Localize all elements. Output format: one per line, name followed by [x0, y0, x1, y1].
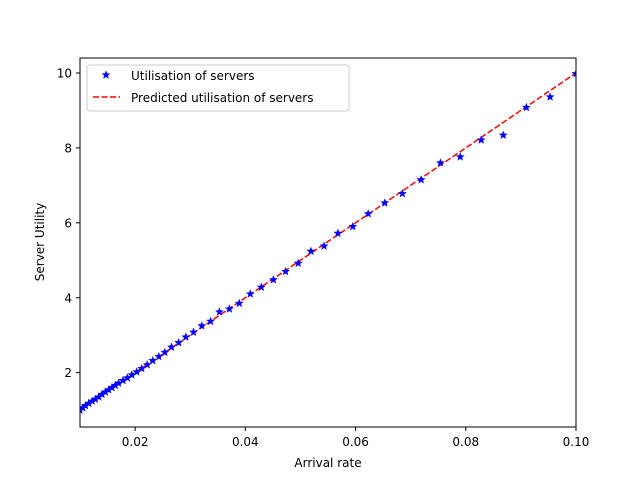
x-tick-label: 0.06: [342, 435, 369, 449]
data-point: [181, 332, 191, 341]
data-point: [154, 351, 164, 361]
x-tick-label: 0.10: [563, 435, 590, 449]
y-tick-label: 4: [64, 291, 72, 305]
data-point: [214, 307, 224, 316]
data-point: [234, 298, 244, 308]
predicted-line: [80, 72, 576, 411]
y-tick-label: 6: [64, 216, 72, 230]
data-point: [416, 174, 426, 184]
data-point: [188, 327, 199, 337]
data-point: [197, 321, 207, 330]
x-axis-label: Arrival rate: [294, 456, 361, 470]
y-tick-label: 8: [64, 141, 72, 155]
data-point: [348, 221, 358, 231]
data-point: [476, 135, 486, 144]
data-point: [166, 342, 177, 352]
data-point: [435, 158, 445, 167]
x-tick-label: 0.08: [452, 435, 479, 449]
data-point: [363, 209, 373, 218]
y-tick-label: 2: [64, 366, 72, 380]
legend-label-observed: Utilisation of servers: [131, 69, 255, 83]
legend-box: [86, 64, 350, 112]
data-point: [333, 228, 343, 238]
data-point: [319, 241, 329, 250]
data-point: [224, 304, 234, 313]
data-point: [455, 152, 465, 161]
plot-area: [80, 58, 576, 427]
data-point: [571, 68, 576, 78]
data-point: [148, 355, 158, 365]
x-tick-label: 0.04: [232, 435, 259, 449]
data-point: [498, 130, 508, 140]
x-tick-label: 0.02: [122, 435, 149, 449]
data-point: [137, 363, 147, 373]
data-point: [293, 258, 303, 268]
data-point: [245, 289, 255, 298]
data-point: [160, 347, 170, 357]
data-point: [397, 188, 407, 198]
data-point: [306, 246, 316, 256]
data-point: [174, 337, 184, 347]
legend-star-icon: [101, 70, 111, 79]
data-point: [268, 274, 278, 284]
data-point: [256, 282, 266, 292]
data-point: [545, 92, 555, 101]
data-point: [380, 198, 390, 207]
data-point: [521, 102, 531, 112]
plot-frame: [79, 57, 577, 428]
data-point: [281, 266, 291, 276]
legend-label-predicted: Predicted utilisation of servers: [131, 91, 313, 105]
y-tick-label: 10: [57, 66, 72, 80]
legend: Utilisation of servers Predicted utilisa…: [86, 64, 350, 112]
data-point: [206, 316, 216, 326]
y-axis-label: Server Utility: [33, 203, 47, 281]
